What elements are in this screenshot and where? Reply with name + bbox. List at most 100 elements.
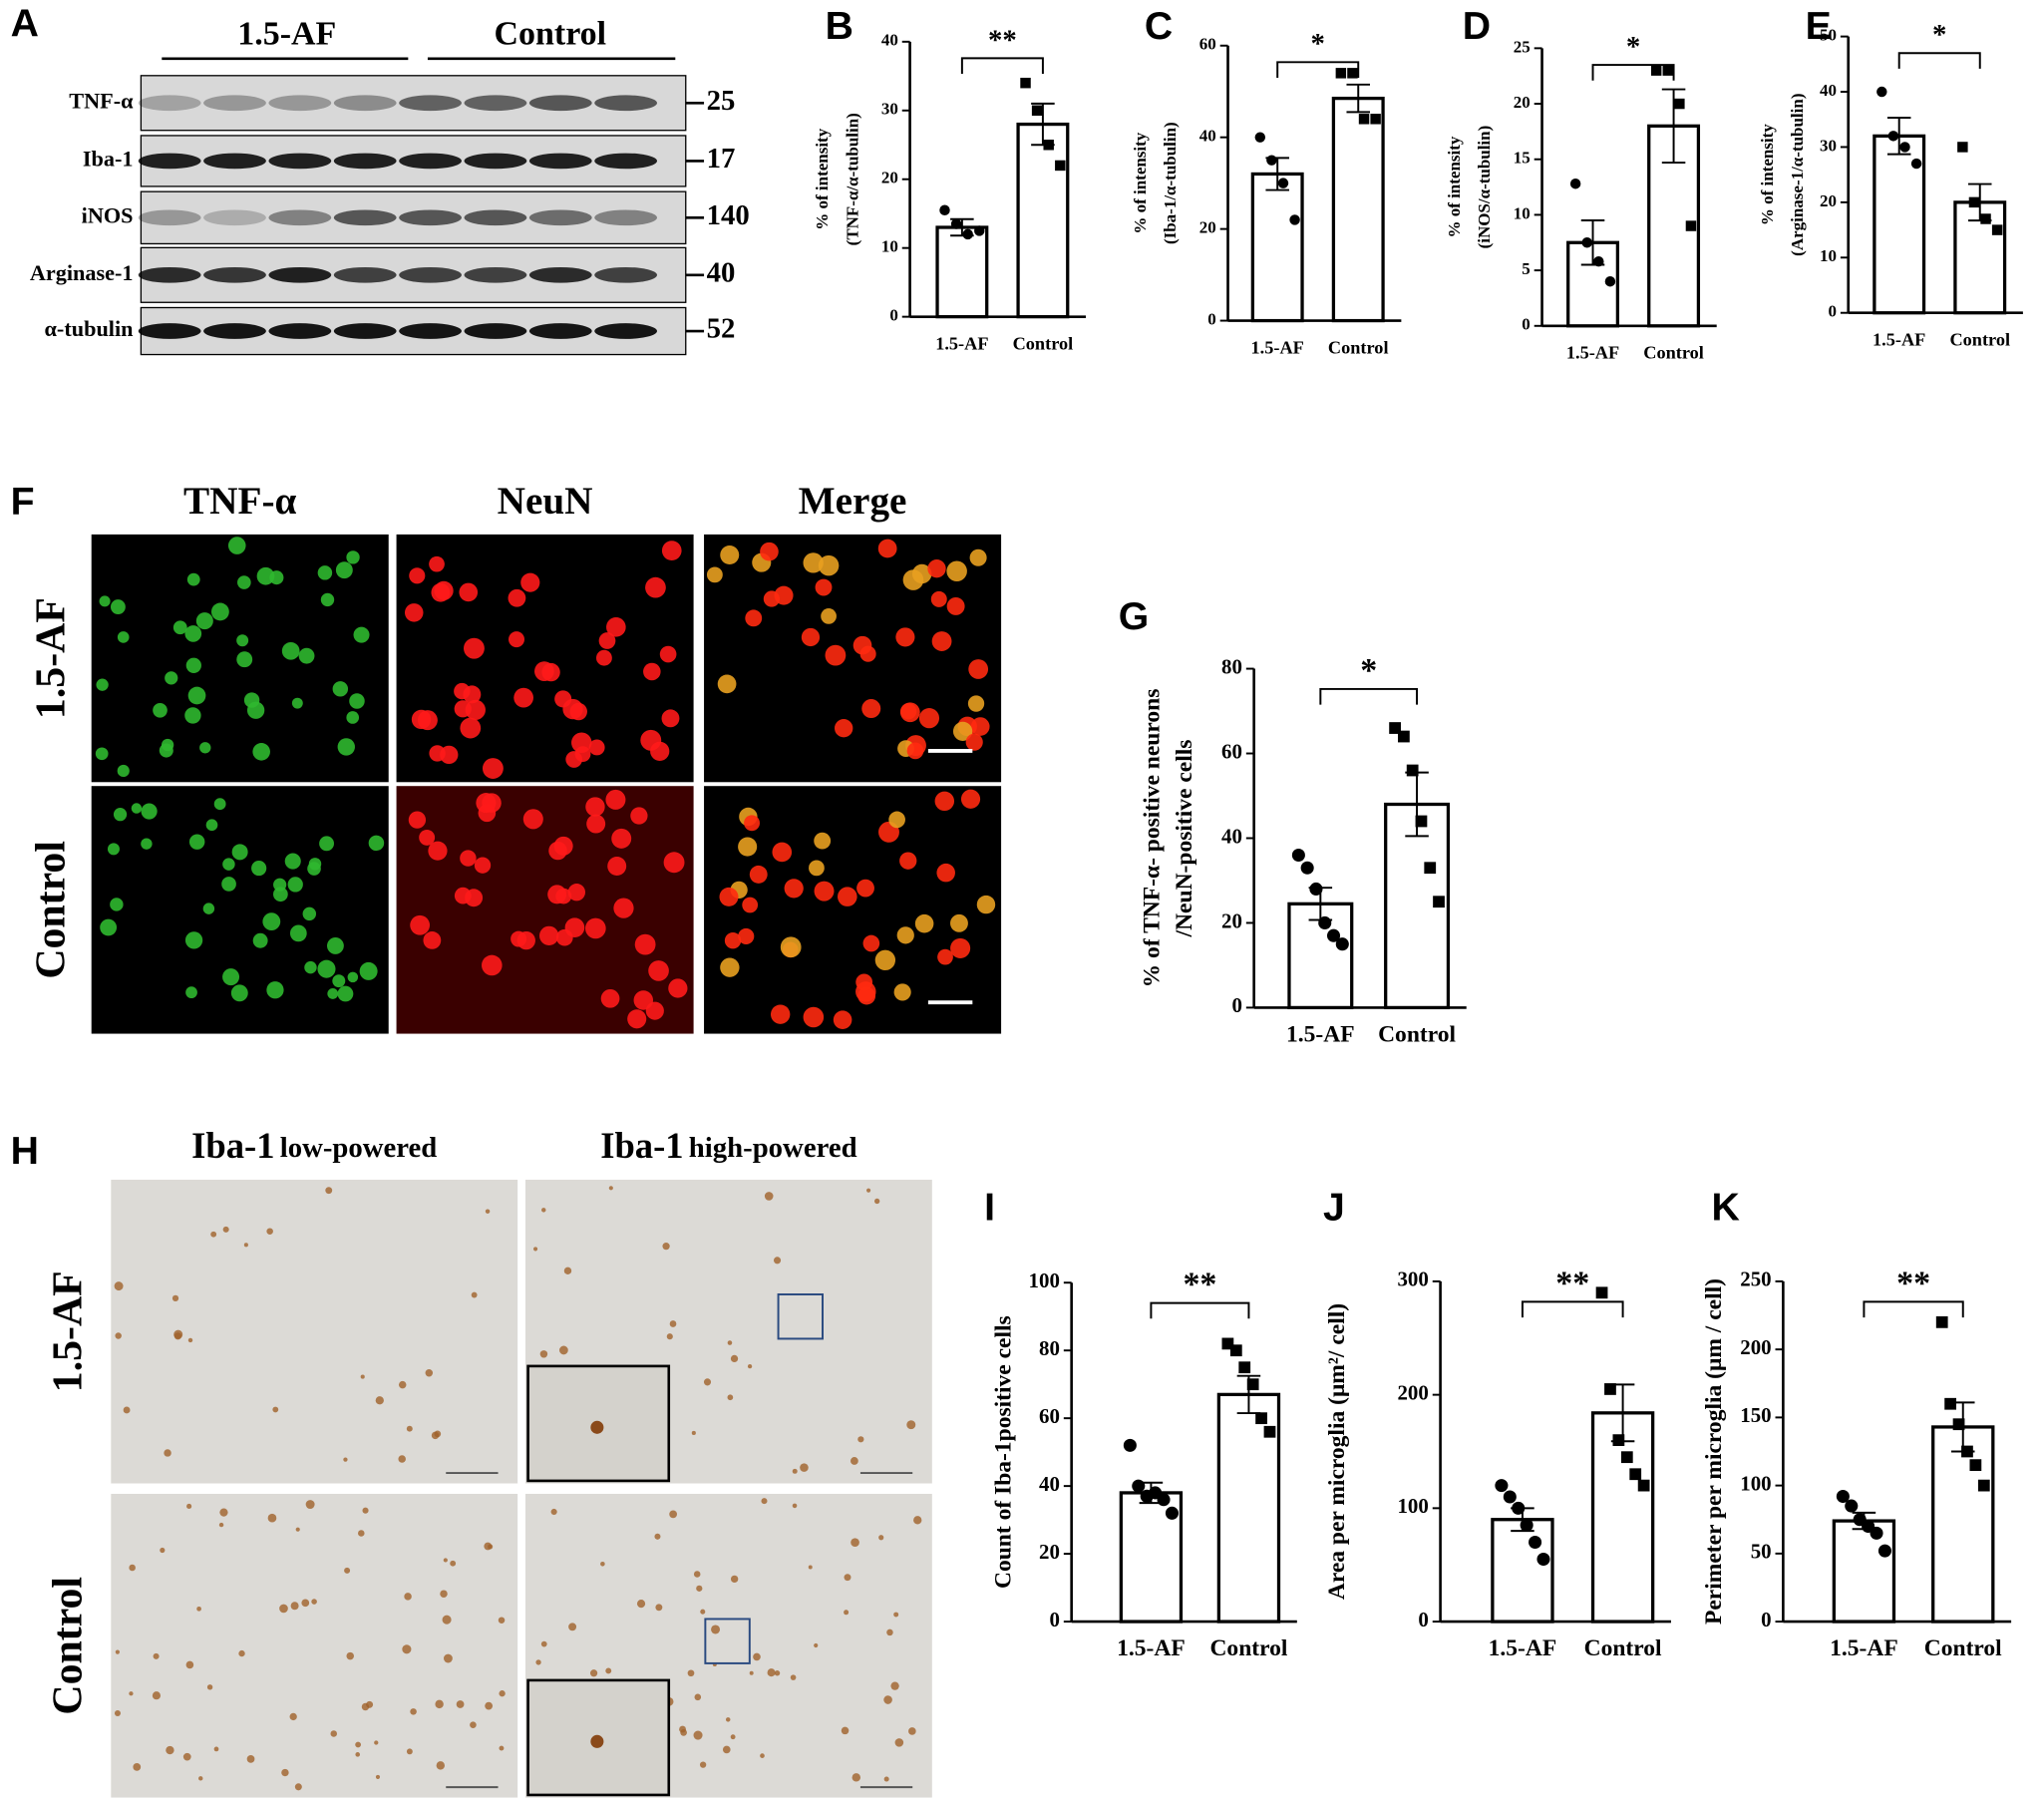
cell [934,791,955,812]
data-point [1612,1434,1625,1447]
cell [809,860,825,877]
y-tick-label: 100 [1029,1268,1060,1292]
error-bar [1886,117,1911,156]
microglia [852,1773,860,1782]
data-point [1961,1445,1973,1458]
microglia [857,1436,864,1443]
cell [409,567,426,584]
data-point [950,218,962,229]
cell [600,988,620,1008]
cell [236,634,249,647]
y-axis-label: (iNOS/α-tubulin) [1475,126,1494,249]
microglia [814,1642,819,1648]
data-point [1347,68,1358,79]
column-label: Iba-1 high-powered [600,1125,856,1166]
microglia [790,1674,797,1680]
microglia [431,1431,440,1440]
cell [520,572,540,592]
data-point [962,228,973,240]
data-point [1520,1518,1533,1532]
microglia [311,1599,317,1605]
cell [720,544,740,564]
cell [107,843,120,856]
data-point [1581,237,1592,248]
cell [423,931,442,949]
cell [607,857,627,876]
panel-letter: J [1323,1186,1345,1229]
microglia [435,1699,444,1709]
cell [482,758,504,779]
inset-cell [590,1734,604,1748]
microglia [485,1701,494,1710]
column-label: NeuN [498,480,593,523]
blot-band [528,209,592,226]
cell [320,592,335,607]
cell [567,884,586,902]
cell [304,960,317,974]
cell [100,918,118,936]
data-point [1620,1451,1633,1464]
blot-band [464,209,527,226]
data-point [1277,178,1289,188]
blot-band [528,266,592,283]
data-point [1398,730,1410,743]
cell [663,852,685,874]
microglia [767,1668,776,1677]
data-point [1952,1418,1965,1431]
microglia [374,1740,379,1745]
data-point [1685,220,1697,231]
cell [965,733,983,751]
y-tick-label: 100 [1740,1471,1771,1495]
microglia [654,1533,661,1540]
microglia [636,1600,646,1609]
microglia [589,1669,598,1677]
cell [96,678,109,691]
cell [969,548,987,566]
cell [950,913,968,932]
data-point [1300,861,1314,875]
microglia [499,1745,505,1751]
blot-band [333,153,397,170]
blot-band [138,153,201,170]
y-tick-label: 40 [1221,824,1242,848]
microglia [890,1681,899,1690]
cell [627,1009,647,1029]
y-tick-label: 50 [1751,1540,1772,1564]
cell [237,575,251,589]
cell [454,700,472,718]
cell [368,835,385,852]
cell [141,838,153,850]
data-point [1165,1506,1179,1520]
blot-band [464,323,527,339]
microglia [222,1226,229,1233]
y-tick-label: 80 [1221,654,1242,678]
microglia [436,1761,446,1770]
data-point [1876,86,1887,98]
cell [950,937,971,958]
cell [968,659,989,679]
microglia [699,1761,707,1768]
cell [281,641,300,660]
microglia [355,1741,361,1748]
data-point [1836,1489,1850,1504]
cell [814,881,835,902]
data-point [1123,1438,1137,1452]
blot-band [399,153,462,170]
microglia [196,1606,201,1612]
microglia [272,1406,279,1413]
microglia [114,1281,124,1291]
cell [184,625,202,642]
y-tick-label: 0 [1761,1608,1771,1631]
y-axis-label: (Arginase-1/α-tubulin) [1788,94,1807,256]
microglia [358,1530,365,1537]
microglia [563,1266,572,1275]
y-tick-label: 40 [1199,127,1216,146]
data-point [1406,764,1419,777]
microglia [703,1378,712,1386]
microglia [375,1396,384,1405]
data-point [1604,276,1616,287]
cell [659,645,677,663]
kda-label: 17 [707,143,736,175]
data-point [1424,862,1437,875]
cell [222,858,235,871]
